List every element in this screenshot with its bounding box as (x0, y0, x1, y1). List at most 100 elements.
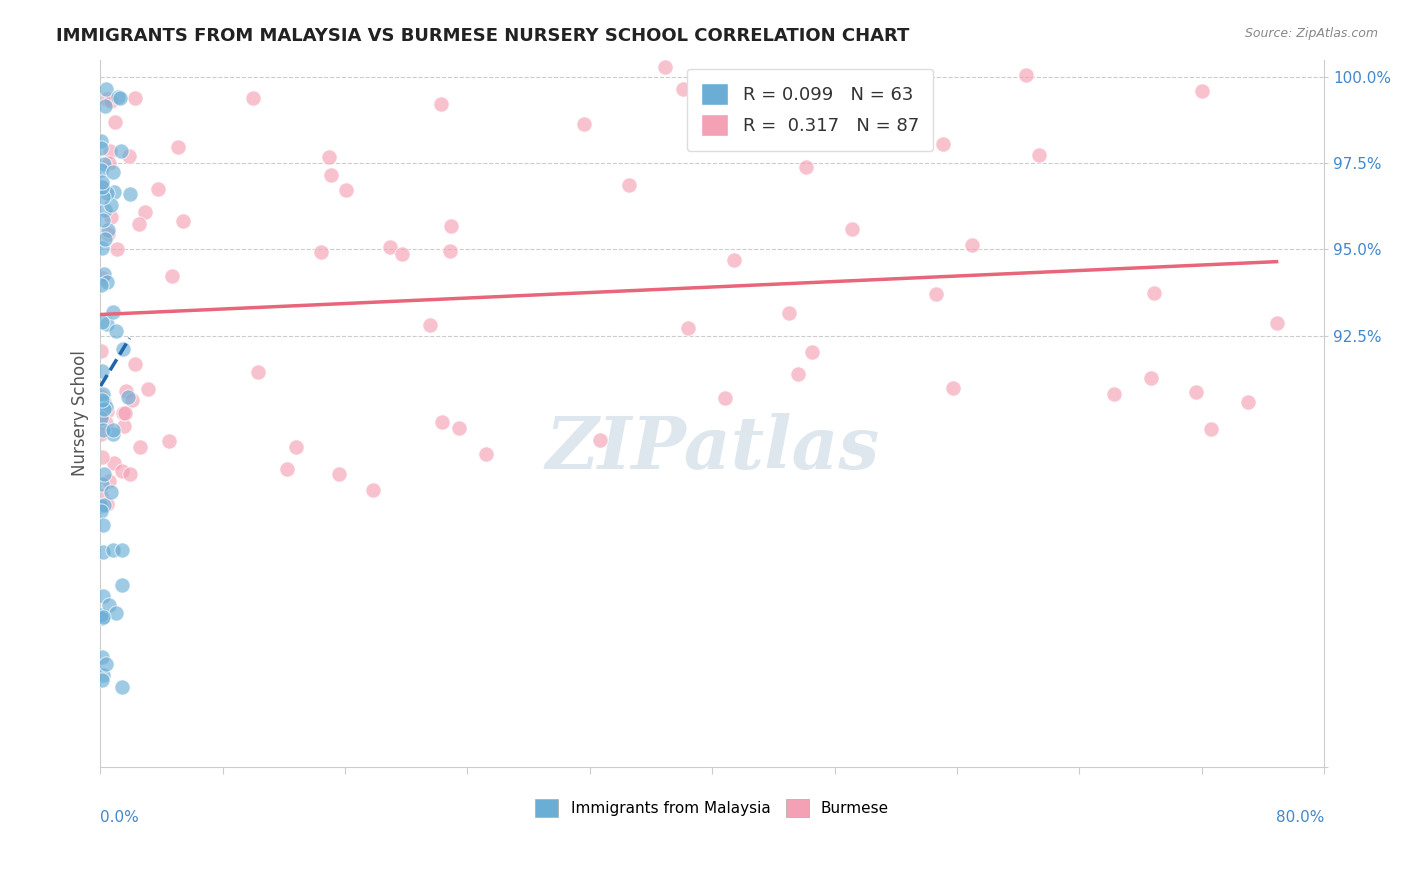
Point (276, 462, 298, 476)
Point (90, 426, 112, 441)
Point (90, 364, 112, 378)
Point (672, 82, 695, 96)
Point (134, 204, 156, 219)
Point (90, 408, 112, 422)
Point (841, 222, 863, 236)
Point (111, 343, 134, 357)
Point (94, 99, 117, 113)
Point (654, 60, 676, 74)
Point (98, 156, 121, 170)
Point (91, 190, 114, 204)
Point (90, 500, 112, 514)
Point (93, 518, 115, 533)
Point (112, 406, 135, 420)
Text: IMMIGRANTS FROM MALAYSIA VS BURMESE NURSERY SCHOOL CORRELATION CHART: IMMIGRANTS FROM MALAYSIA VS BURMESE NURS… (56, 27, 910, 45)
Point (110, 144, 132, 158)
Point (111, 465, 134, 479)
Point (361, 483, 384, 498)
Point (172, 214, 194, 228)
Point (103, 305, 125, 319)
Point (93, 267, 115, 281)
Point (93, 157, 115, 171)
Point (91, 650, 114, 665)
Point (1199, 422, 1222, 436)
Point (166, 140, 188, 154)
Point (115, 384, 138, 398)
Point (96, 82, 118, 96)
Point (1140, 371, 1163, 385)
Point (91, 392, 114, 407)
Point (787, 367, 810, 381)
Point (91, 212, 114, 227)
Point (91, 589, 114, 603)
Point (118, 187, 141, 202)
Point (90, 141, 112, 155)
Point (94, 400, 117, 414)
Point (90, 489, 112, 503)
Point (309, 245, 332, 260)
Point (90, 344, 112, 359)
Point (90, 162, 112, 177)
Point (796, 160, 818, 174)
Point (1185, 384, 1208, 399)
Point (97, 598, 120, 612)
Point (89, 278, 111, 293)
Point (111, 578, 134, 592)
Point (319, 168, 342, 182)
Point (94, 657, 117, 671)
Point (242, 91, 264, 105)
Point (105, 607, 128, 621)
Point (91, 545, 114, 559)
Point (93, 203, 115, 218)
Point (146, 181, 169, 195)
Point (103, 165, 125, 179)
Point (589, 433, 612, 447)
Point (96, 276, 118, 290)
Point (430, 415, 453, 429)
Point (93, 498, 115, 512)
Point (105, 243, 128, 257)
Point (103, 186, 125, 200)
Point (419, 318, 441, 332)
Point (105, 324, 128, 338)
Text: ZIPatlas: ZIPatlas (546, 413, 879, 484)
Point (90, 607, 112, 622)
Point (801, 345, 824, 359)
Point (91, 240, 114, 254)
Point (98, 474, 121, 488)
Legend: Immigrants from Malaysia, Burmese: Immigrants from Malaysia, Burmese (529, 792, 896, 823)
Point (93, 467, 115, 482)
Point (121, 393, 143, 408)
Point (100, 210, 122, 224)
Point (160, 269, 183, 284)
Point (91, 175, 114, 189)
Point (91, 609, 114, 624)
Point (91, 667, 114, 681)
Point (90, 504, 112, 518)
Point (100, 198, 122, 212)
Point (1015, 68, 1038, 82)
Point (723, 252, 745, 267)
Point (136, 382, 159, 396)
Point (778, 306, 800, 320)
Point (101, 424, 124, 438)
Point (449, 421, 471, 435)
Point (97, 222, 120, 236)
Point (100, 484, 122, 499)
Point (90, 389, 112, 403)
Point (111, 680, 134, 694)
Point (104, 115, 127, 129)
Point (1142, 285, 1164, 300)
Point (932, 137, 955, 152)
Text: 80.0%: 80.0% (1275, 810, 1324, 825)
Point (111, 543, 134, 558)
Point (91, 673, 114, 687)
Point (574, 117, 596, 131)
Point (117, 390, 139, 404)
Point (93, 401, 115, 416)
Point (90, 180, 112, 194)
Point (90, 134, 112, 148)
Point (90, 450, 112, 465)
Point (439, 244, 461, 258)
Point (96, 403, 118, 417)
